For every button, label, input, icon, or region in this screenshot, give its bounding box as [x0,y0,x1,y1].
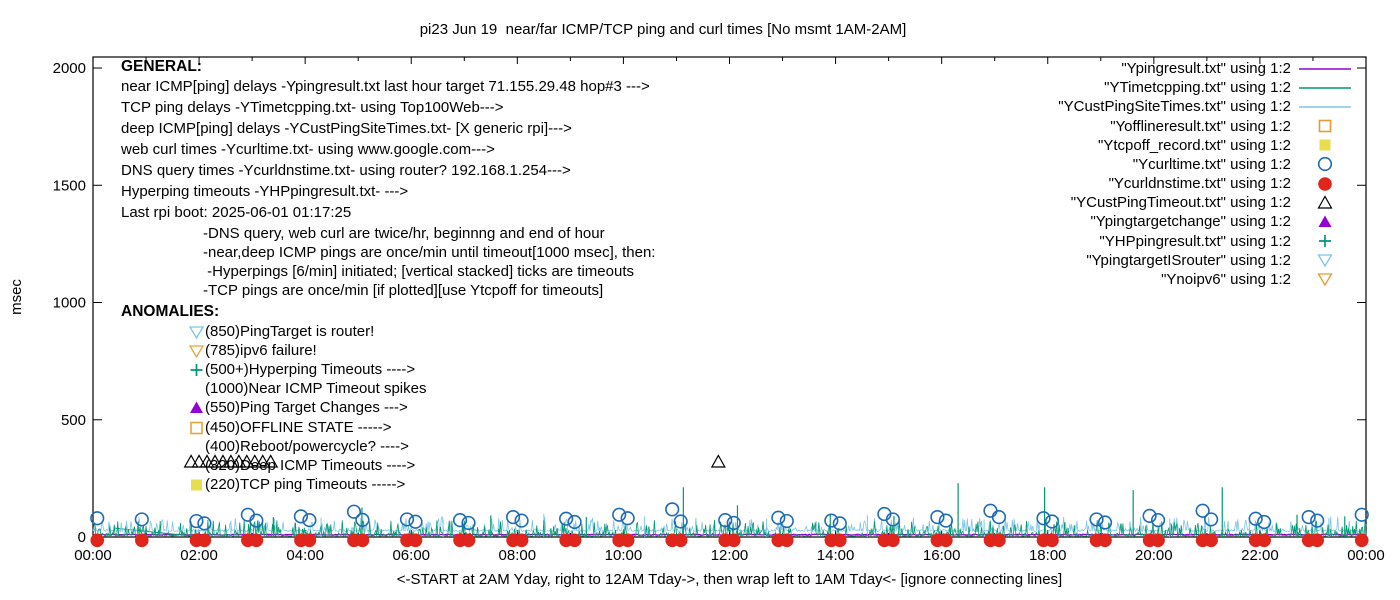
legend-item: "YpingtargetISrouter" using 1:2 [1086,252,1352,269]
legend-item: "YHPpingresult.txt" using 1:2 [1099,233,1352,250]
data-point [1317,195,1333,209]
open-down-triangle-icon [188,326,205,340]
anomaly-label: (500+)Hyperping Timeouts ----> [205,361,416,379]
legend-label: "Ynoipv6" using 1:2 [1161,270,1291,288]
legend-label: "YHPpingresult.txt" using 1:2 [1099,232,1291,250]
anomaly-label: (850)PingTarget is router! [205,323,375,340]
plus-icon [190,364,203,377]
anomaly-label: (220)TCP ping Timeouts -----> [205,475,406,493]
legend-sample-filled-circle [1318,176,1332,191]
general-subline: -TCP pings are once/min [if plotted][use… [203,282,604,299]
anomaly-label: (450)OFFLINE STATE -----> [205,418,392,436]
legend-label: "Yofflineresult.txt" using 1:2 [1110,117,1291,135]
anomaly-item: (550)Ping Target Changes ---> [188,399,408,416]
legend-item: "Yofflineresult.txt" using 1:2 [1110,118,1352,135]
anomaly-item: (500+)Hyperping Timeouts ----> [188,361,415,378]
anomalies-heading: ANOMALIES: [121,303,220,320]
legend-item: "Ypingtargetchange" using 1:2 [1090,213,1352,230]
general-line: Hyperping timeouts -YHPpingresult.txt- -… [121,183,409,200]
legend-item: "Ycurltime.txt" using 1:2 [1133,156,1352,173]
legend-item: "YTimetcpping.txt" using 1:2 [1104,79,1352,96]
x-axis-label: <-START at 2AM Yday, right to 12AM Tday-… [396,571,1063,588]
anomaly-item: (850)PingTarget is router! [188,323,374,340]
legend-label: "YTimetcpping.txt" using 1:2 [1104,79,1291,97]
general-line: TCP ping delays -YTimetcpping.txt- using… [121,99,504,116]
general-heading: GENERAL: [121,58,202,75]
data-point [1317,273,1333,287]
data-point [190,364,203,377]
anomaly-spacer [188,380,205,397]
legend-sample-filled-square [1319,139,1331,151]
anomaly-label: (550)Ping Target Changes ---> [205,399,408,417]
legend-label: "Ypingresult.txt" using 1:2 [1121,60,1291,77]
legend-sample-filled-triangle [1318,215,1332,227]
general-line: deep ICMP[ping] delays -YCustPingSiteTim… [121,120,572,137]
legend-label: "YCustPingSiteTimes.txt" using 1:2 [1058,98,1291,116]
general-subline: -Hyperpings [6/min] initiated; [vertical… [203,263,635,280]
legend-sample-line [1299,67,1351,70]
legend-sample-line [1299,106,1351,108]
general-line: near ICMP[ping] delays -Ypingresult.txt … [121,78,650,95]
anomaly-item: (450)OFFLINE STATE -----> [188,419,392,436]
legend-item: "Ynoipv6" using 1:2 [1161,271,1352,288]
open-down-triangle-icon [188,345,205,359]
general-line: Last rpi boot: 2025-06-01 01:17:25 [121,204,352,221]
data-point [1319,235,1331,248]
legend-sample-open-square [1318,119,1332,133]
legend-label: "Ypingtargetchange" using 1:2 [1090,213,1291,231]
legend-label: "YCustPingTimeout.txt" using 1:2 [1070,194,1291,212]
legend-item: "Ycurldnstime.txt" using 1:2 [1109,175,1352,192]
general-line: DNS query times -Ycurldnstime.txt- using… [121,162,571,179]
filled-square-icon [191,479,202,491]
legend-item: "Ytcpoff_record.txt" using 1:2 [1098,137,1352,154]
anomaly-label: (1000)Near ICMP Timeout spikes [205,380,427,398]
data-point [1317,157,1333,172]
data-point [1318,119,1332,133]
data-point [1318,215,1332,227]
legend-label: "Ycurltime.txt" using 1:2 [1132,155,1291,173]
anomaly-item: (785)ipv6 failure! [188,342,317,359]
legend-item: "YCustPingTimeout.txt" using 1:2 [1071,194,1352,211]
anomaly-label: (400)Reboot/powercycle? ----> [205,437,409,455]
data-point [1318,176,1332,191]
general-subline: -DNS query, web curl are twice/hr, begin… [203,225,605,242]
page-title: pi23 Jun 19 near/far ICMP/TCP ping and c… [419,21,907,38]
legend-label: "Ycurldnstime.txt" using 1:2 [1108,175,1291,193]
legend-label: "Ytcpoff_record.txt" using 1:2 [1098,136,1291,154]
anomaly-item: (1000)Near ICMP Timeout spikes [188,380,426,397]
anomaly-spacer [188,438,205,455]
legend-item: "Ypingresult.txt" using 1:2 [1121,60,1352,77]
anomaly-item: (400)Reboot/powercycle? ----> [188,438,409,455]
general-line: web curl times -Ycurltime.txt- using www… [121,141,495,158]
anomaly-spacer [188,457,205,474]
legend-sample-open-down-triangle [1317,254,1333,268]
legend-label: "YpingtargetISrouter" using 1:2 [1086,251,1291,269]
data-point [190,401,203,414]
y-axis-label: msec [8,279,25,315]
data-point [191,479,202,491]
data-point [1317,254,1333,268]
legend-item: "YCustPingSiteTimes.txt" using 1:2 [1058,98,1352,115]
filled-triangle-icon [190,401,203,414]
anomaly-label: (785)ipv6 failure! [205,342,317,360]
legend-sample-line [1299,86,1351,89]
open-square-icon [190,421,203,434]
general-subline: -near,deep ICMP pings are once/min until… [203,244,656,261]
data-point [190,421,203,434]
data-point [1319,139,1331,151]
anomaly-item: (320)Deep ICMP Timeouts ----> [188,457,415,474]
anomaly-label: (320)Deep ICMP Timeouts ----> [205,456,416,474]
data-point [188,326,205,340]
legend-sample-open-circle [1317,157,1333,172]
data-point [188,345,205,359]
anomaly-item: (220)TCP ping Timeouts -----> [188,476,405,493]
legend-sample-open-triangle [1317,195,1333,209]
legend-sample-open-down-triangle [1317,273,1333,287]
legend-sample-plus [1319,235,1331,248]
